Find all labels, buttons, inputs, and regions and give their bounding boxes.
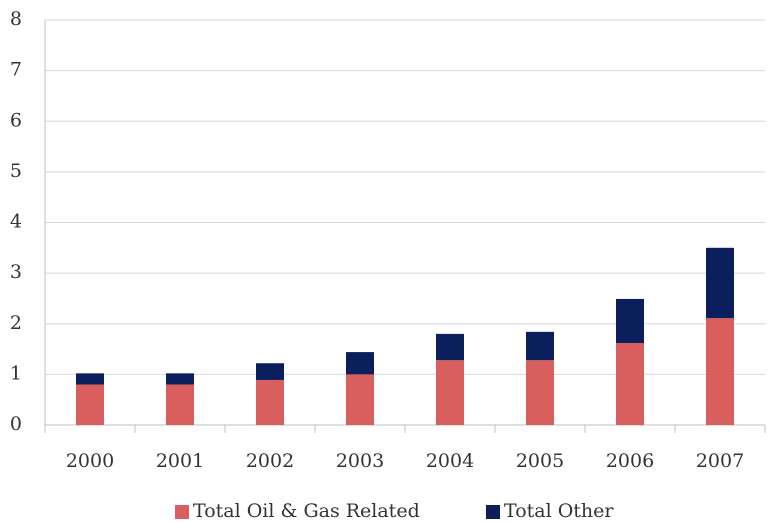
bar-segment (256, 379, 284, 425)
bar-segment (346, 374, 374, 425)
legend-swatch (175, 505, 189, 519)
y-tick-label: 5 (10, 160, 22, 182)
x-tick-label: 2002 (246, 450, 294, 472)
y-tick-label: 1 (10, 362, 22, 384)
legend-label: Total Other (504, 500, 614, 522)
y-tick-label: 8 (10, 8, 22, 30)
x-tick-label: 2006 (606, 450, 654, 472)
x-tick-label: 2005 (516, 450, 564, 472)
bar-segment (166, 384, 194, 425)
x-tick-label: 2001 (156, 450, 204, 472)
bar-segment (346, 352, 374, 375)
y-tick-label: 6 (10, 109, 22, 131)
bar-segment (616, 298, 644, 343)
y-tick-label: 0 (10, 413, 22, 435)
x-tick-label: 2004 (426, 450, 474, 472)
legend-swatch (486, 505, 500, 519)
bar-segment (706, 247, 734, 319)
bar-segment (616, 342, 644, 425)
bar-segment (706, 318, 734, 425)
bar-segment (76, 373, 104, 385)
bar-segment (436, 360, 464, 425)
y-tick-label: 4 (10, 211, 22, 233)
x-tick-label: 2003 (336, 450, 384, 472)
bar-segment (76, 384, 104, 425)
bar-segment (436, 333, 464, 361)
y-tick-label: 2 (10, 312, 22, 334)
bar-segment (526, 360, 554, 425)
x-tick-label: 2000 (66, 450, 114, 472)
bar-segment (256, 363, 284, 380)
bar-segment (526, 331, 554, 361)
x-tick-label: 2007 (696, 450, 744, 472)
legend-label: Total Oil & Gas Related (193, 500, 420, 522)
bar-segment (166, 373, 194, 385)
y-tick-label: 7 (10, 59, 22, 81)
y-tick-label: 3 (10, 261, 22, 283)
